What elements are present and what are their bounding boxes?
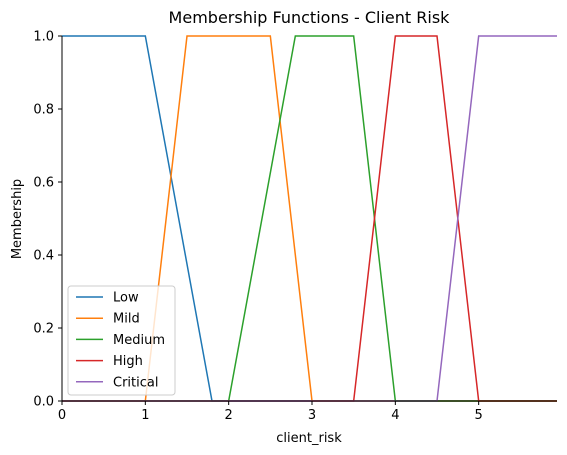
y-tick-label: 1.0 <box>33 30 54 45</box>
y-tick-label: 0.6 <box>33 176 54 191</box>
y-tick-label: 0.4 <box>33 249 54 264</box>
legend-label-medium: Medium <box>113 333 165 348</box>
y-axis-label: Membership <box>10 179 25 259</box>
legend-label-high: High <box>113 354 143 369</box>
legend-box <box>67 285 176 396</box>
legend-label-critical: Critical <box>113 375 158 390</box>
chart-title: Membership Functions - Client Risk <box>169 8 451 27</box>
x-tick-label: 1 <box>141 408 149 423</box>
x-ticks: 0 1 2 3 4 5 <box>58 401 483 423</box>
x-tick-label: 0 <box>58 408 66 423</box>
legend: Low Mild Medium High Critical <box>67 285 176 396</box>
x-tick-label: 3 <box>308 408 316 423</box>
y-ticks: 0.0 0.2 0.4 0.6 0.8 1.0 <box>33 30 62 410</box>
axes <box>61 36 557 402</box>
y-tick-label: 0.0 <box>33 395 54 410</box>
y-tick-label: 0.2 <box>33 322 54 337</box>
x-tick-label: 5 <box>475 408 483 423</box>
y-tick-label: 0.8 <box>33 103 54 118</box>
x-tick-label: 4 <box>391 408 399 423</box>
x-axis-label: client_risk <box>276 431 342 446</box>
x-tick-label: 2 <box>225 408 233 423</box>
legend-items: Low Mild Medium High Critical <box>76 291 165 390</box>
legend-label-low: Low <box>113 291 139 306</box>
legend-label-mild: Mild <box>113 312 140 327</box>
